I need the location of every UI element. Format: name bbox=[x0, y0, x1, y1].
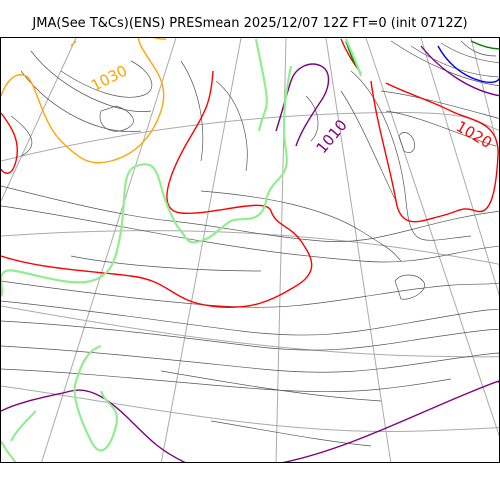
minor-isobars bbox=[1, 40, 499, 447]
label-1030: 1030 bbox=[88, 62, 130, 95]
map-title: JMA(See T&Cs)(ENS) PRESmean 2025/12/07 1… bbox=[32, 16, 468, 31]
label-1020: 1020 bbox=[453, 117, 495, 152]
pressure-map: 1030 1010 1020 bbox=[1, 38, 499, 462]
isobar-1020 bbox=[1, 38, 499, 308]
isobar-1030 bbox=[1, 38, 167, 164]
coastline bbox=[1, 38, 363, 462]
isobar-990 bbox=[437, 45, 499, 83]
map-frame: 1030 1010 1020 bbox=[0, 37, 500, 463]
